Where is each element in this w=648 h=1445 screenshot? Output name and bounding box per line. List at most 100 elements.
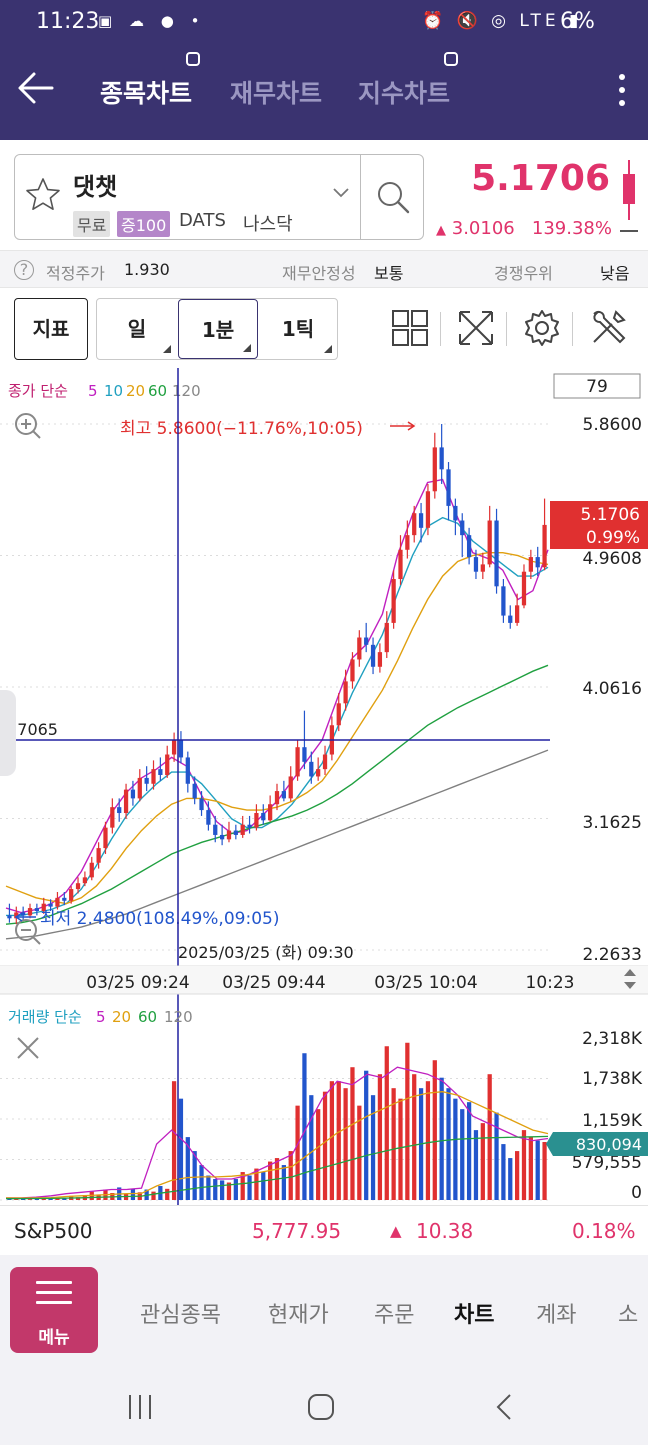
volume-bar xyxy=(288,1151,293,1200)
star-icon[interactable] xyxy=(23,175,63,215)
index-value: 5,777.95 xyxy=(252,1219,342,1243)
candle-body xyxy=(96,848,101,863)
nav-chart[interactable]: 차트 xyxy=(454,1303,495,1328)
price-change-value: 3.0106 xyxy=(451,218,515,239)
indicator-button[interactable]: 지표 xyxy=(14,298,88,360)
volume-bar xyxy=(391,1088,396,1200)
volume-bar xyxy=(350,1067,355,1200)
candle-body xyxy=(514,605,520,623)
ma20-legend: 20 xyxy=(126,382,145,400)
volume-bar xyxy=(466,1102,472,1200)
tab-stock-chart[interactable]: 종목차트 xyxy=(100,79,193,108)
system-nav-bar xyxy=(0,1365,648,1445)
settings-gear-icon[interactable] xyxy=(522,308,562,348)
period-selector: 일 1분 1틱 xyxy=(96,298,338,360)
volume-bar xyxy=(281,1165,286,1200)
volume-bar xyxy=(453,1098,458,1200)
volume-bar xyxy=(501,1144,506,1200)
volume-bar xyxy=(75,1197,81,1200)
volume-bar xyxy=(62,1198,67,1200)
nav-more-partial[interactable]: 소 xyxy=(618,1303,639,1328)
candle-body xyxy=(213,824,218,835)
candle-body xyxy=(261,813,266,821)
menu-button[interactable]: 메뉴 xyxy=(10,1267,98,1353)
corner-triangle-icon xyxy=(243,344,251,352)
ma120-line xyxy=(5,749,549,940)
period-1min-button[interactable]: 1분 xyxy=(178,299,258,359)
fair-price-value: 1.930 xyxy=(124,260,170,279)
candle-body xyxy=(377,652,383,667)
home-icon[interactable] xyxy=(306,1393,336,1421)
tab-financial-chart[interactable]: 재무차트 xyxy=(230,79,323,108)
more-vert-icon[interactable] xyxy=(612,70,632,114)
candle-body xyxy=(206,810,211,825)
volume-bar xyxy=(343,1088,348,1200)
vol-ma60-legend: 60 xyxy=(138,1008,157,1026)
candle-body xyxy=(268,804,273,821)
candle-body xyxy=(110,807,115,828)
tab-index-chart[interactable]: 지수차트 xyxy=(358,79,451,108)
margin-badge: 증100 xyxy=(117,211,171,237)
candle-body xyxy=(219,834,225,840)
help-icon[interactable]: ? xyxy=(14,260,34,280)
stability-label: 재무안정성 xyxy=(282,264,356,283)
nav-current-price[interactable]: 현재가 xyxy=(268,1303,329,1328)
candle-body xyxy=(82,877,88,884)
ma10-line xyxy=(6,516,549,917)
nav-order[interactable]: 주문 xyxy=(374,1303,415,1328)
period-day-button[interactable]: 일 xyxy=(97,299,177,359)
candle-body xyxy=(281,791,286,799)
free-badge: 무료 xyxy=(73,211,111,237)
competition-value: 낮음 xyxy=(600,264,630,283)
fullscreen-icon[interactable] xyxy=(456,308,496,348)
volume-bar xyxy=(240,1172,245,1200)
ma10-legend: 10 xyxy=(104,382,123,400)
back-nav-icon[interactable] xyxy=(490,1393,520,1421)
volume-bar xyxy=(7,1198,12,1200)
candle-body xyxy=(254,813,259,828)
nav-account[interactable]: 계좌 xyxy=(536,1303,577,1328)
zoom-in-icon[interactable] xyxy=(15,413,41,439)
candle-body xyxy=(309,761,314,777)
volume-bar xyxy=(192,1151,197,1200)
chevron-down-icon[interactable] xyxy=(331,185,351,201)
tools-icon[interactable] xyxy=(588,308,628,348)
period-1tick-button[interactable]: 1틱 xyxy=(258,299,338,359)
axis-scroll-icon[interactable] xyxy=(624,969,636,989)
candle-body xyxy=(384,622,389,653)
volume-bar xyxy=(295,1105,300,1200)
grid-layout-icon[interactable] xyxy=(390,308,430,348)
chart-area[interactable]: 종가 단순 5 10 20 60 120 79 5.8600 4.9608 4.… xyxy=(0,368,648,1268)
volume-bar xyxy=(535,1140,540,1200)
current-price-tag-pct: 0.99% xyxy=(586,528,640,548)
candle-body xyxy=(14,912,19,919)
corner-triangle-icon xyxy=(163,345,171,353)
vol-tick-label: 579,555 xyxy=(572,1153,642,1173)
corner-triangle-icon xyxy=(324,345,332,353)
y-tick-label: 5.8600 xyxy=(583,415,642,435)
search-icon[interactable] xyxy=(373,177,413,217)
vol-tick-label: 0 xyxy=(631,1183,642,1203)
candle-body xyxy=(460,520,465,536)
candle-body xyxy=(535,557,540,568)
candle-body xyxy=(528,557,533,572)
stock-selector[interactable]: 댓챗 무료 증100 DATS 나스닥 xyxy=(14,154,424,240)
stability-value: 보통 xyxy=(374,264,404,283)
zoom-out-icon[interactable] xyxy=(15,919,41,945)
recent-apps-icon[interactable] xyxy=(126,1393,156,1421)
count-box[interactable] xyxy=(553,373,641,399)
volume-bar xyxy=(268,1161,273,1200)
back-arrow-icon[interactable] xyxy=(16,68,56,108)
candle-body xyxy=(171,739,177,755)
notification-icons: ▣ ☁ ● • xyxy=(98,12,206,30)
nav-watchlist[interactable]: 관심종목 xyxy=(140,1303,221,1328)
index-ticker-row[interactable]: S&P500 5,777.95 ▲ 10.38 0.18% xyxy=(0,1205,648,1255)
candle-body xyxy=(480,564,485,572)
period-1min-label: 1분 xyxy=(201,318,235,342)
volume-tag-pointer xyxy=(546,1132,553,1156)
volume-bar xyxy=(521,1130,527,1200)
side-drawer-handle[interactable] xyxy=(0,690,16,776)
ma120-legend: 120 xyxy=(172,382,201,400)
volume-bar xyxy=(55,1197,60,1200)
close-icon[interactable] xyxy=(17,1037,39,1059)
